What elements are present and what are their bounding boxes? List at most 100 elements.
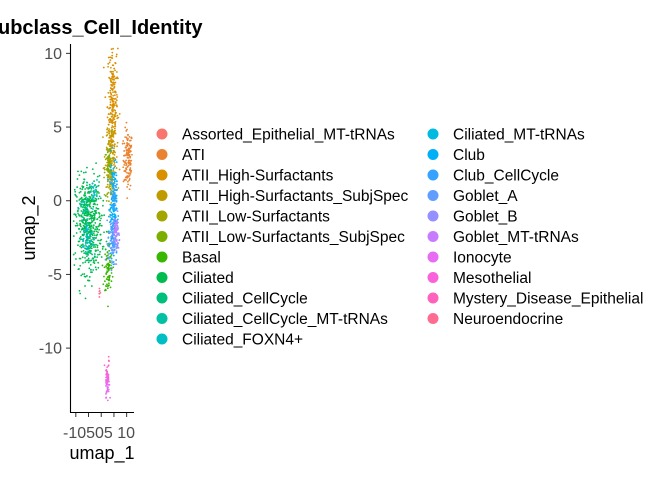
x-axis-label: umap_1: [69, 443, 134, 464]
data-point: [108, 221, 111, 224]
data-point: [107, 91, 110, 94]
data-point: [81, 199, 83, 202]
data-point: [112, 206, 115, 209]
data-point: [116, 241, 119, 244]
data-point: [96, 175, 99, 178]
data-point: [91, 271, 93, 274]
data-point: [79, 198, 82, 200]
data-point: [76, 186, 79, 188]
data-point: [82, 224, 85, 227]
data-point: [95, 195, 98, 198]
data-point: [103, 275, 105, 278]
data-point: [81, 188, 84, 191]
data-point: [88, 245, 91, 248]
data-point: [89, 205, 91, 208]
data-point: [110, 80, 112, 82]
data-point: [102, 136, 104, 139]
data-point: [115, 156, 118, 158]
data-point: [97, 239, 99, 242]
data-point: [90, 259, 93, 262]
data-point: [114, 204, 117, 207]
data-point: [111, 119, 114, 121]
data-point: [111, 74, 114, 77]
data-point: [85, 233, 88, 235]
data-point: [107, 141, 110, 144]
data-point: [84, 221, 87, 224]
data-point: [106, 134, 109, 136]
data-point: [106, 383, 109, 386]
data-point: [114, 123, 117, 126]
data-point: [113, 143, 116, 146]
data-point: [113, 109, 115, 111]
data-point: [96, 244, 99, 247]
data-point: [110, 266, 112, 269]
data-point: [103, 193, 106, 196]
data-point: [128, 172, 130, 174]
legend-label: Club_CellCycle: [453, 168, 559, 185]
data-point: [115, 250, 118, 252]
data-point: [127, 137, 130, 140]
data-point: [107, 264, 110, 267]
data-point: [109, 180, 111, 183]
data-point: [104, 195, 107, 197]
data-point: [106, 251, 109, 254]
data-point: [89, 231, 92, 234]
data-point: [129, 172, 132, 175]
data-point: [92, 269, 95, 271]
data-point: [115, 221, 117, 224]
data-point: [106, 270, 109, 273]
data-point: [113, 127, 116, 130]
data-point: [89, 263, 92, 266]
data-point: [121, 142, 124, 145]
data-point: [116, 117, 119, 120]
data-point: [107, 305, 109, 308]
data-point: [92, 232, 95, 235]
data-point: [99, 250, 101, 253]
data-point: [85, 230, 88, 233]
data-point: [86, 229, 89, 232]
data-point: [125, 168, 128, 171]
data-point: [83, 231, 86, 234]
data-point: [106, 390, 109, 392]
legend-label: Ciliated_FOXN4+: [182, 332, 303, 349]
data-point: [96, 185, 98, 188]
data-point: [110, 175, 113, 178]
series-atii-high-surfactants: [102, 47, 121, 216]
data-point: [84, 252, 87, 255]
data-point: [109, 134, 111, 137]
data-point: [116, 96, 119, 98]
data-point: [80, 205, 83, 208]
data-point: [131, 153, 133, 156]
data-point: [108, 121, 111, 124]
data-point: [124, 161, 127, 163]
data-point: [90, 214, 93, 217]
data-point: [110, 264, 112, 267]
data-point: [112, 170, 115, 172]
data-point: [110, 92, 112, 95]
data-point: [101, 264, 104, 267]
data-point: [108, 242, 111, 245]
legend-label: ATII_High-Surfactants_SubjSpec: [182, 188, 409, 205]
data-point: [86, 214, 89, 217]
legend-key: [156, 128, 168, 140]
data-point: [85, 207, 88, 209]
data-point: [86, 184, 88, 187]
data-point: [114, 263, 116, 265]
data-point: [83, 233, 86, 235]
data-point: [82, 200, 85, 203]
data-point: [109, 157, 112, 160]
data-point: [74, 213, 77, 216]
data-point: [112, 190, 114, 193]
data-point: [126, 156, 129, 159]
data-point: [99, 291, 102, 294]
legend-item: Mystery_Disease_Epithelial: [427, 291, 643, 308]
data-point: [107, 113, 110, 115]
data-point: [72, 253, 75, 256]
data-point: [114, 199, 116, 202]
data-point: [106, 176, 109, 179]
data-point: [92, 241, 95, 244]
data-point: [93, 237, 96, 239]
data-point: [92, 259, 95, 262]
data-point: [128, 144, 131, 147]
